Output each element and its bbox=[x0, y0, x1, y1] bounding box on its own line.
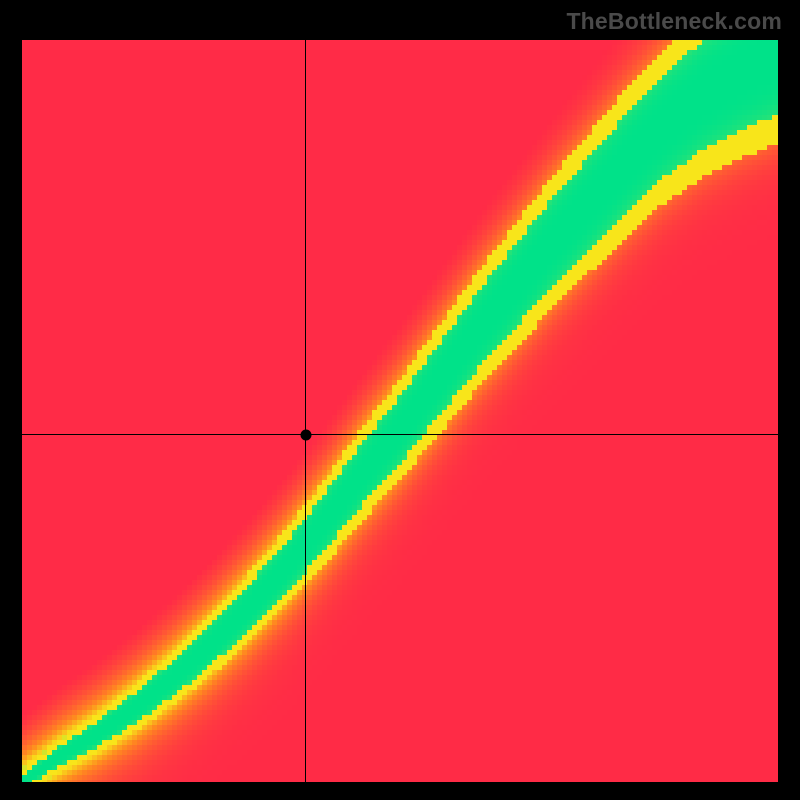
crosshair-horizontal bbox=[22, 434, 778, 435]
crosshair-vertical bbox=[305, 40, 306, 782]
chart-container: TheBottleneck.com bbox=[0, 0, 800, 800]
heatmap-canvas bbox=[22, 40, 778, 782]
heatmap-plot bbox=[22, 40, 778, 782]
crosshair-marker bbox=[300, 429, 311, 440]
watermark-text: TheBottleneck.com bbox=[566, 8, 782, 35]
